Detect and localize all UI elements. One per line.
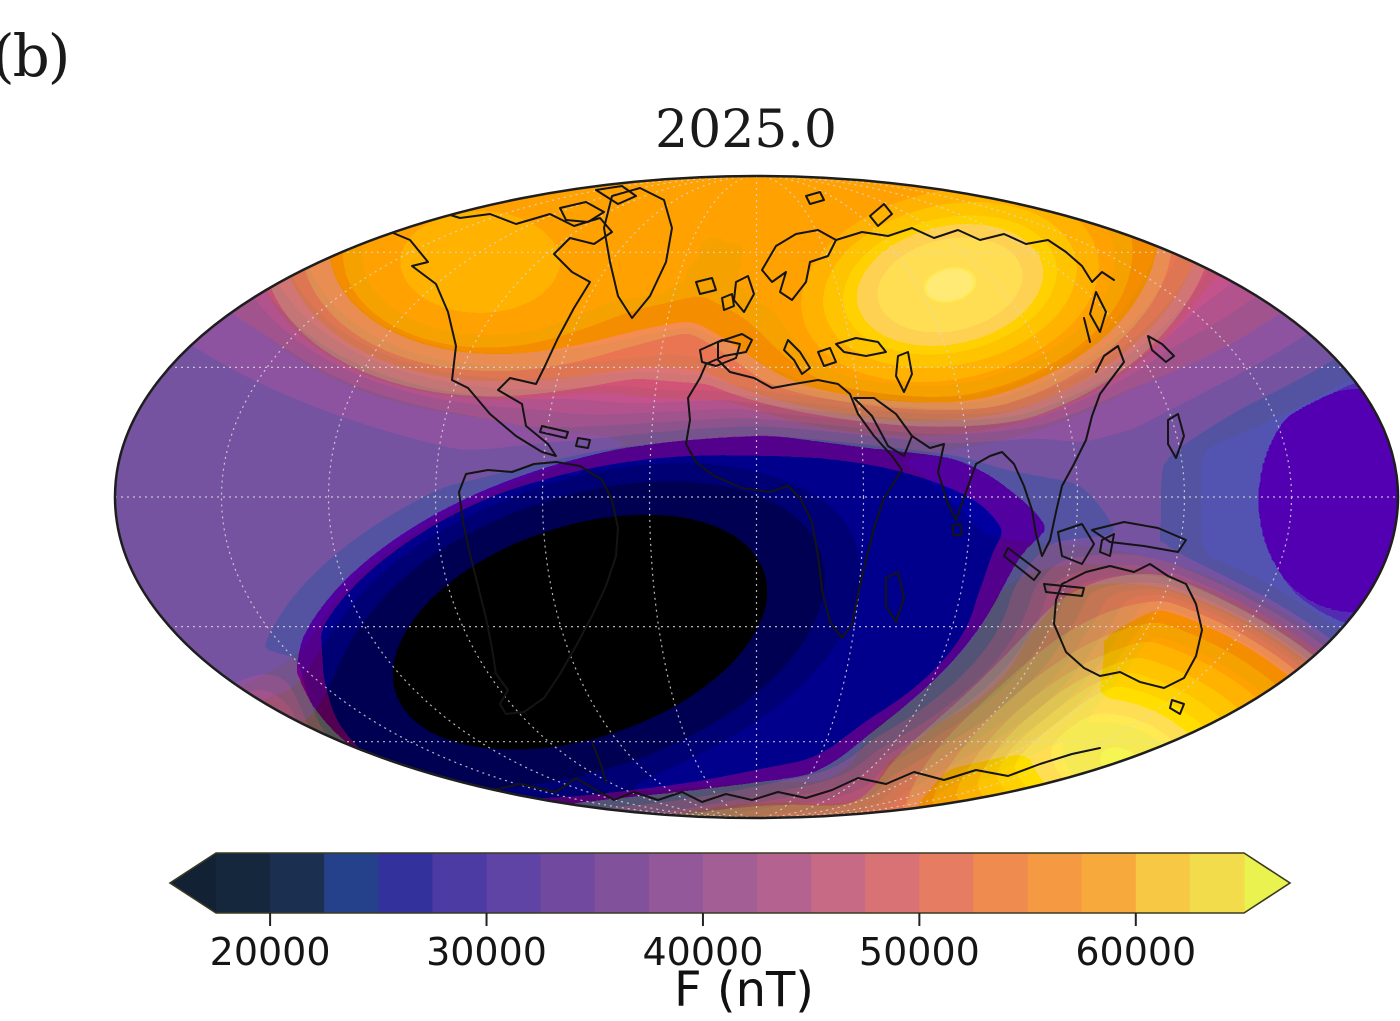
coast-indonesia [1003,523,1115,597]
coast-australia [1053,563,1203,689]
colorbar-tick-label: 60000 [1075,930,1196,974]
colorbar-under-arrow [170,853,216,913]
colorbar-axis-label: F (nT) [673,962,815,1018]
colorbar-outline [168,852,1292,914]
colorbar-segment [973,853,1029,913]
colorbar-segment [378,853,434,913]
coast-kamchatka-japan [1083,291,1175,363]
map-title: 2025.0 [655,100,837,160]
coast-italy-greece [783,339,837,375]
coast-british-isles [721,275,755,313]
colorbar-segment [216,853,271,913]
coast-sri-lanka [951,523,963,537]
colorbar-tick-label: 40000 [643,930,764,974]
colorbar-segment [1027,853,1083,913]
colorbar-segment [648,853,704,913]
coast-south-asia [911,345,1125,557]
coast-north-america [347,199,613,457]
coast-south-america [458,461,619,715]
coast-caribbean [539,425,591,449]
colorbar-segment [486,853,542,913]
coast-greenland [603,187,673,319]
colorbar-segment [757,853,812,913]
panel-label: (b) [0,22,70,90]
coast-black-sea [835,337,887,357]
coast-iceland [695,277,717,295]
colorbar-tick-label: 30000 [426,930,547,974]
colorbar-tick-label: 50000 [859,930,980,974]
colorbar-segment [865,853,920,913]
coast-novaya-zemlya [805,191,893,227]
coast-caspian [895,351,913,393]
colorbar: 20000 30000 40000 50000 60000 [168,852,1292,974]
colorbar-segment [1081,853,1137,913]
map-boundary [113,174,1400,820]
colorbar-segment [1189,853,1245,913]
coast-antarctic-peninsula [591,741,607,783]
coast-new-guinea [1091,521,1187,553]
colorbar-segment [270,853,325,913]
colorbar-segment [919,853,975,913]
colorbar-tick-label: 20000 [210,930,331,974]
colorbar-segment [594,853,650,913]
coast-madagascar [885,571,905,623]
colorbar-segment [540,853,596,913]
coast-africa [685,333,903,639]
graticule [115,176,1398,818]
coast-philippines [1167,413,1185,459]
colorbar-segment [702,853,758,913]
colorbar-segment [432,853,488,913]
coast-siberia [835,227,1115,283]
colorbar-over-arrow [1244,853,1290,913]
coast-scandinavia [761,229,837,301]
colorbar-segment [1135,853,1191,913]
coast-arabia [853,397,913,457]
colorbar-segment [811,853,866,913]
colorbar-segment [324,853,379,913]
